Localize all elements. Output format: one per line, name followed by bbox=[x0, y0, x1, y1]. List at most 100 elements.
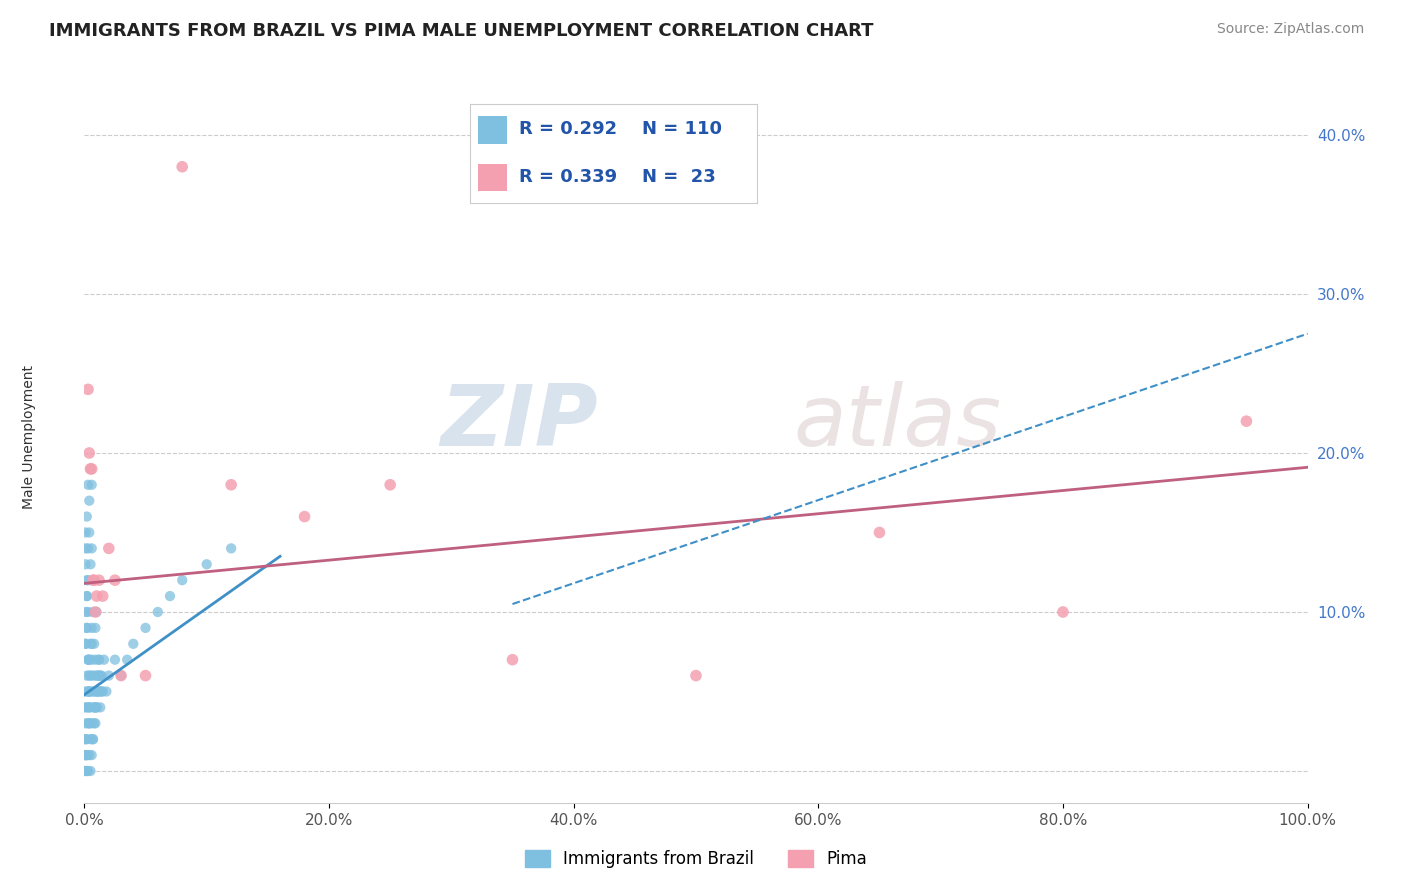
Point bbox=[84, 605, 107, 619]
Point bbox=[83, 637, 105, 651]
Point bbox=[76, 589, 98, 603]
Point bbox=[80, 477, 103, 491]
Point bbox=[135, 621, 157, 635]
Point bbox=[79, 558, 101, 572]
Point bbox=[87, 573, 110, 587]
Point bbox=[84, 668, 107, 682]
Point bbox=[79, 637, 101, 651]
Point bbox=[83, 700, 105, 714]
Text: Source: ZipAtlas.com: Source: ZipAtlas.com bbox=[1216, 22, 1364, 37]
Point bbox=[219, 541, 242, 556]
Point bbox=[77, 525, 100, 540]
Point bbox=[77, 684, 100, 698]
Point bbox=[86, 589, 108, 603]
Point bbox=[76, 509, 98, 524]
Point bbox=[89, 684, 111, 698]
Point bbox=[1052, 605, 1074, 619]
Point bbox=[80, 541, 103, 556]
Point bbox=[89, 700, 111, 714]
Point bbox=[73, 748, 96, 763]
Point bbox=[77, 653, 100, 667]
Point bbox=[83, 716, 105, 731]
Point bbox=[502, 653, 524, 667]
Point bbox=[76, 700, 98, 714]
Point bbox=[685, 668, 707, 682]
Point bbox=[79, 764, 101, 778]
Point bbox=[87, 684, 110, 698]
Point bbox=[869, 525, 891, 540]
Point bbox=[87, 668, 110, 682]
Point bbox=[104, 573, 127, 587]
Point bbox=[76, 621, 98, 635]
Point bbox=[79, 700, 101, 714]
Point bbox=[77, 493, 100, 508]
Point bbox=[82, 732, 104, 747]
Legend: Immigrants from Brazil, Pima: Immigrants from Brazil, Pima bbox=[519, 844, 873, 875]
Point bbox=[87, 653, 110, 667]
Point bbox=[97, 668, 120, 682]
Point bbox=[73, 700, 96, 714]
Point bbox=[79, 462, 101, 476]
Point bbox=[219, 477, 242, 491]
Point bbox=[80, 748, 103, 763]
Point bbox=[146, 605, 169, 619]
Point bbox=[91, 684, 114, 698]
Point bbox=[110, 668, 132, 682]
Point bbox=[77, 684, 100, 698]
Point bbox=[76, 621, 98, 635]
Point bbox=[80, 462, 103, 476]
Point bbox=[87, 668, 110, 682]
Point bbox=[83, 700, 105, 714]
Point bbox=[76, 748, 98, 763]
Point bbox=[87, 653, 110, 667]
Point bbox=[1236, 414, 1258, 428]
Text: IMMIGRANTS FROM BRAZIL VS PIMA MALE UNEMPLOYMENT CORRELATION CHART: IMMIGRANTS FROM BRAZIL VS PIMA MALE UNEM… bbox=[49, 22, 873, 40]
Point bbox=[75, 637, 97, 651]
Point bbox=[82, 605, 104, 619]
Point bbox=[77, 684, 100, 698]
Point bbox=[83, 684, 105, 698]
Point bbox=[86, 700, 108, 714]
Point bbox=[82, 684, 104, 698]
Point bbox=[80, 716, 103, 731]
Point bbox=[76, 748, 98, 763]
Point bbox=[86, 684, 108, 698]
Point bbox=[294, 509, 316, 524]
Point bbox=[115, 653, 138, 667]
Point bbox=[84, 716, 107, 731]
Point bbox=[172, 160, 194, 174]
Point bbox=[77, 573, 100, 587]
Point bbox=[82, 573, 104, 587]
Text: atlas: atlas bbox=[794, 381, 1002, 464]
Point bbox=[77, 668, 100, 682]
Point bbox=[380, 477, 402, 491]
Point bbox=[172, 573, 194, 587]
Point bbox=[135, 668, 157, 682]
Point bbox=[159, 589, 181, 603]
Point bbox=[80, 637, 103, 651]
Point bbox=[82, 668, 104, 682]
Point bbox=[104, 653, 127, 667]
Point bbox=[79, 732, 101, 747]
Point bbox=[75, 525, 97, 540]
Point bbox=[76, 732, 98, 747]
Point bbox=[77, 684, 100, 698]
Point bbox=[77, 383, 100, 397]
Point bbox=[87, 684, 110, 698]
Point bbox=[77, 653, 100, 667]
Point bbox=[77, 605, 100, 619]
Text: Male Unemployment: Male Unemployment bbox=[22, 365, 37, 509]
Point bbox=[77, 764, 100, 778]
Point bbox=[76, 668, 98, 682]
Point bbox=[82, 732, 104, 747]
Point bbox=[73, 764, 96, 778]
Point bbox=[77, 716, 100, 731]
Point bbox=[77, 700, 100, 714]
Point bbox=[91, 589, 114, 603]
Point bbox=[75, 748, 97, 763]
Point bbox=[77, 477, 100, 491]
Point bbox=[87, 668, 110, 682]
Point bbox=[80, 653, 103, 667]
Point bbox=[75, 748, 97, 763]
Point bbox=[89, 668, 111, 682]
